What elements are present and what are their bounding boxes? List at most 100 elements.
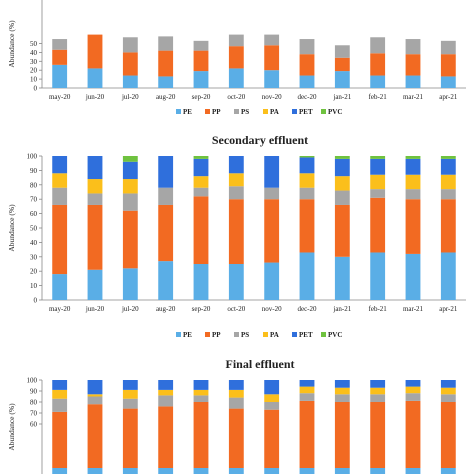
y-tick-label: 60 [30,210,38,218]
bar-segment-pet [193,158,209,177]
bar-segment-pvc [370,156,386,159]
bar-segment-pa [264,394,280,402]
bar-segment-pe [193,264,209,300]
chart-panel-3: Final effluent 60 70 80 90 100 Abundance (%) [7,357,456,474]
bar-segment-ps [193,395,209,402]
bar-segment-ps [334,394,350,402]
bar-segment-pp [193,50,209,72]
bar-segment-ps [158,395,174,407]
y-tick-label: 90 [30,167,38,175]
bar-segment-pe [122,268,138,300]
bar-segment-pe [52,64,68,88]
bar-segment-pp [440,402,456,468]
bar-segment-pp [87,404,103,468]
bar-segment-pe [440,76,456,88]
y-tick-label: 100 [27,153,38,161]
bar-segment-pe [405,75,421,88]
x-tick-label: apr-21 [439,93,458,101]
x-tick-label: feb-21 [369,305,388,313]
bar-segment-pa [440,387,456,395]
x-tick-label: sep-20 [192,305,211,313]
bars-group [52,156,456,300]
x-tick-label: jan-21 [332,305,351,313]
bar-segment-pe [405,468,421,474]
legend-label-pe: PE [183,331,192,339]
x-tick-label: may-20 [49,305,71,313]
x-tick-label: nov-20 [262,93,282,101]
legend-swatch-pa [263,332,268,337]
bar-segment-pe [334,468,350,474]
bar-segment-pp [405,400,421,468]
x-tick-label: oct-20 [227,305,245,313]
bar-segment-pa [158,389,174,396]
y-tick-label: 80 [30,181,38,189]
legend-label-pet: PET [299,331,313,339]
bar-segment-ps [299,39,315,55]
chart-title: Final effluent [226,357,295,371]
bar-segment-pe [299,252,315,300]
y-axis-label: Abundance (%) [7,20,16,68]
bar-segment-ps [52,398,68,412]
bar-segment-pe [52,274,68,300]
bar-segment-pet [370,158,386,175]
bar-segment-pe [264,70,280,88]
bar-segment-ps [158,187,174,205]
bar-segment-pp [264,45,280,71]
bar-segment-pe [52,468,68,474]
bar-segment-ps [334,45,350,58]
bar-segment-ps [299,187,315,200]
bar-segment-pvc [299,156,315,158]
x-tick-label: mar-21 [403,305,424,313]
bar-segment-pa [405,174,421,190]
y-tick-label: 30 [30,58,38,66]
x-tick-label: jun-20 [85,93,105,101]
bar-segment-pp [334,57,350,72]
bar-segment-pet [87,380,103,395]
bar-segment-pp [370,53,386,76]
legend-label-pa: PA [270,108,279,116]
bar-segment-pet [334,158,350,177]
bar-segment-pe [228,68,244,88]
y-tick-label: 60 [30,421,38,429]
x-tick-label: jan-21 [332,93,351,101]
bar-segment-ps [87,193,103,205]
bar-segment-pe [440,468,456,474]
bar-segment-pa [228,173,244,187]
bar-segment-pa [228,389,244,398]
bar-segment-pet [440,158,456,175]
bar-segment-pp [299,199,315,253]
legend-swatch-pe [176,109,181,114]
bar-segment-pp [299,54,315,76]
bar-segment-pe [87,68,103,88]
bar-segment-pp [52,204,68,275]
bar-segment-pet [228,380,244,390]
bar-segment-pet [228,156,244,174]
bar-segment-ps [405,189,421,200]
bar-segment-pa [405,386,421,394]
bars-group [52,380,456,474]
bar-segment-pvc [440,156,456,159]
y-tick-label: 100 [27,377,38,385]
bar-segment-pet [264,156,280,188]
x-tick-label: aug-20 [156,305,176,313]
bar-segment-ps [405,39,421,55]
bar-segment-pa [87,394,103,397]
bar-segment-pet [370,380,386,388]
bar-segment-pa [370,387,386,395]
y-tick-label: 30 [30,253,38,261]
bar-segment-pe [334,71,350,88]
bar-segment-pe [122,75,138,88]
bar-segment-pp [334,402,350,468]
bar-segment-ps [370,37,386,54]
y-tick-label: 50 [30,40,38,48]
bar-segment-pa [122,179,138,194]
legend-label-pe: PE [183,108,192,116]
bar-segment-pe [370,252,386,300]
bar-segment-pet [405,380,421,387]
legend-swatch-pp [205,332,210,337]
bar-segment-ps [228,34,244,47]
bar-segment-ps [440,40,456,55]
legend: PE PP PS PA PET PVC [176,108,342,116]
bar-segment-ps [122,193,138,211]
